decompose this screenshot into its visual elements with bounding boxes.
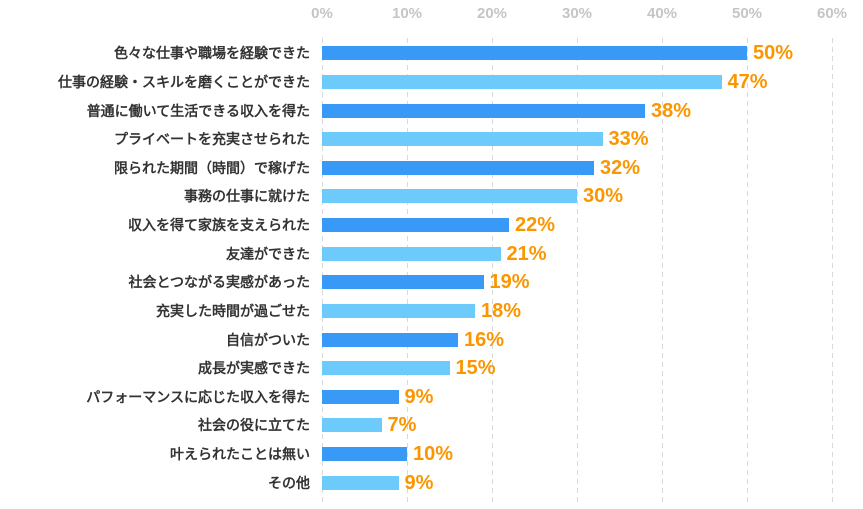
value-label: 10% bbox=[413, 443, 454, 466]
bar bbox=[322, 332, 458, 347]
category-label: 収入を得て家族を支えられた bbox=[128, 217, 310, 234]
bar-row: 事務の仕事に就けた 30% bbox=[0, 182, 863, 211]
gridline-dashes bbox=[662, 38, 663, 505]
gridline bbox=[492, 38, 493, 505]
bar-row: 社会とつながる実感があった 19% bbox=[0, 268, 863, 297]
value-label: 50% bbox=[753, 42, 794, 65]
value-label: 21% bbox=[506, 242, 547, 265]
bar-row: 普通に働いて生活できる収入を得た 38% bbox=[0, 96, 863, 125]
bar bbox=[322, 74, 722, 89]
x-axis-tick-label: 0% bbox=[311, 5, 333, 22]
value-label: 18% bbox=[481, 299, 522, 322]
value-label: 19% bbox=[489, 271, 530, 294]
gridline bbox=[747, 38, 748, 505]
bar-row: 収入を得て家族を支えられた 22% bbox=[0, 211, 863, 240]
bar-row: パフォーマンスに応じた収入を得た 9% bbox=[0, 383, 863, 412]
gridline bbox=[322, 38, 323, 505]
category-label: 社会とつながる実感があった bbox=[128, 274, 310, 291]
x-axis-tick-label: 50% bbox=[731, 5, 763, 22]
bar bbox=[322, 218, 509, 233]
bar-row: 友達ができた 21% bbox=[0, 239, 863, 268]
value-label: 38% bbox=[651, 99, 692, 122]
bar-row: 充実した時間が過ごせた 18% bbox=[0, 297, 863, 326]
bar-row: 社会の役に立てた 7% bbox=[0, 411, 863, 440]
category-label: 友達ができた bbox=[226, 245, 310, 262]
category-label: パフォーマンスに応じた収入を得た bbox=[86, 388, 310, 405]
gridline-dashes bbox=[492, 38, 493, 505]
category-label: 自信がついた bbox=[226, 331, 310, 348]
category-label: 普通に働いて生活できる収入を得た bbox=[86, 102, 310, 119]
value-label: 16% bbox=[464, 328, 505, 351]
bar-row: プライベートを充実させられた 33% bbox=[0, 125, 863, 154]
bar bbox=[322, 389, 399, 404]
bar-row: 成長が実感できた 15% bbox=[0, 354, 863, 383]
x-axis-tick-label: 60% bbox=[816, 5, 848, 22]
bar bbox=[322, 475, 399, 490]
category-label: 色々な仕事や職場を経験できた bbox=[114, 45, 310, 62]
value-label: 9% bbox=[404, 385, 434, 408]
value-label: 32% bbox=[600, 156, 641, 179]
x-axis-tick-label: 40% bbox=[646, 5, 678, 22]
bar-row: 限られた期間（時間）で稼げた 32% bbox=[0, 154, 863, 183]
bar bbox=[322, 189, 577, 204]
category-label: プライベートを充実させられた bbox=[114, 131, 310, 148]
category-label: 社会の役に立てた bbox=[198, 417, 310, 434]
bar-row: 仕事の経験・スキルを磨くことができた 47% bbox=[0, 68, 863, 97]
bar bbox=[322, 46, 747, 61]
gridline bbox=[832, 38, 833, 505]
bar-row: 自信がついた 16% bbox=[0, 325, 863, 354]
value-label: 15% bbox=[455, 357, 496, 380]
bar bbox=[322, 361, 450, 376]
bar bbox=[322, 246, 501, 261]
gridline bbox=[577, 38, 578, 505]
category-label: 限られた期間（時間）で稼げた bbox=[114, 159, 310, 176]
x-axis: 0% 10% 20% 30% 40% 50% 60% bbox=[0, 5, 863, 25]
x-axis-tick-label: 10% bbox=[391, 5, 423, 22]
value-label: 47% bbox=[727, 70, 768, 93]
gridline-dashes bbox=[407, 38, 408, 505]
bar bbox=[322, 275, 484, 290]
bar bbox=[322, 160, 594, 175]
value-label: 33% bbox=[608, 128, 649, 151]
bar bbox=[322, 447, 407, 462]
value-label: 22% bbox=[515, 214, 556, 237]
bar bbox=[322, 418, 382, 433]
bar-row: 色々な仕事や職場を経験できた 50% bbox=[0, 39, 863, 68]
category-label: その他 bbox=[268, 474, 310, 491]
gridline bbox=[407, 38, 408, 505]
category-label: 叶えられたことは無い bbox=[170, 446, 310, 463]
category-label: 充実した時間が過ごせた bbox=[156, 302, 310, 319]
bar bbox=[322, 303, 475, 318]
bar-row: その他 9% bbox=[0, 468, 863, 497]
bar-rows: 色々な仕事や職場を経験できた 50% 仕事の経験・スキルを磨くことができた 47% 普通… bbox=[0, 39, 863, 497]
value-label: 30% bbox=[583, 185, 624, 208]
gridline-dashes bbox=[577, 38, 578, 505]
bar bbox=[322, 103, 645, 118]
bar-row: 叶えられたことは無い 10% bbox=[0, 440, 863, 469]
value-label: 7% bbox=[387, 414, 417, 437]
x-axis-tick-label: 20% bbox=[476, 5, 508, 22]
category-label: 仕事の経験・スキルを磨くことができた bbox=[58, 73, 310, 90]
gridline-dashes bbox=[747, 38, 748, 505]
gridline-dashes bbox=[832, 38, 833, 505]
gridline-dashes bbox=[322, 38, 323, 505]
category-label: 事務の仕事に就けた bbox=[184, 188, 310, 205]
bar bbox=[322, 132, 603, 147]
gridline bbox=[662, 38, 663, 505]
category-label: 成長が実感できた bbox=[198, 360, 310, 377]
x-axis-tick-label: 30% bbox=[561, 5, 593, 22]
value-label: 9% bbox=[404, 471, 434, 494]
